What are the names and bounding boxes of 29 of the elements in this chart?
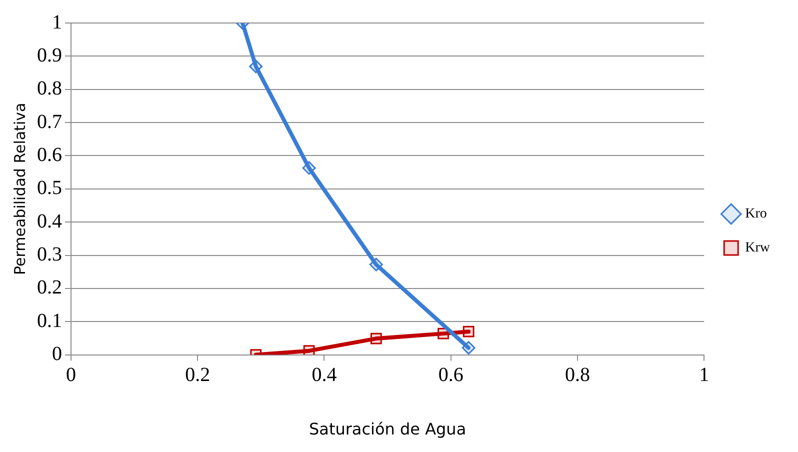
y-tick-label: 0.4 (37, 210, 62, 232)
point (302, 161, 316, 175)
point (369, 258, 383, 272)
y-tick-label: 0.7 (37, 110, 62, 133)
x-tick-label: 0.8 (564, 364, 590, 386)
point (249, 60, 263, 74)
y-tick-label: 0.5 (37, 177, 62, 200)
x-tick-label: 0.6 (438, 364, 464, 386)
y-tick-label: 0 (52, 343, 62, 366)
point (370, 332, 382, 344)
point (438, 328, 449, 340)
point (462, 341, 476, 355)
y-tick-label: 0.9 (37, 44, 62, 66)
y-tick-label: 0.3 (37, 244, 62, 266)
legend-label: Krw (745, 240, 771, 256)
y-tick-label: 0.8 (37, 78, 62, 100)
y-tick-label: 0.1 (37, 310, 62, 332)
legend-label: Kro (745, 206, 767, 222)
x-axis-title: Saturación de Agua (308, 420, 466, 439)
x-tick-label: 0.2 (185, 364, 210, 386)
point (462, 326, 474, 338)
y-axis-title: Permeabilidad Relativa (10, 102, 29, 275)
x-tick-label: 0 (66, 364, 76, 386)
y-tick-label: 0.6 (37, 144, 62, 166)
y-tick-label: 1 (52, 11, 62, 34)
y-tick-label: 0.2 (37, 276, 62, 299)
point (303, 345, 315, 355)
x-tick-label: 0.4 (312, 364, 337, 386)
x-tick-label: 1 (699, 364, 710, 386)
